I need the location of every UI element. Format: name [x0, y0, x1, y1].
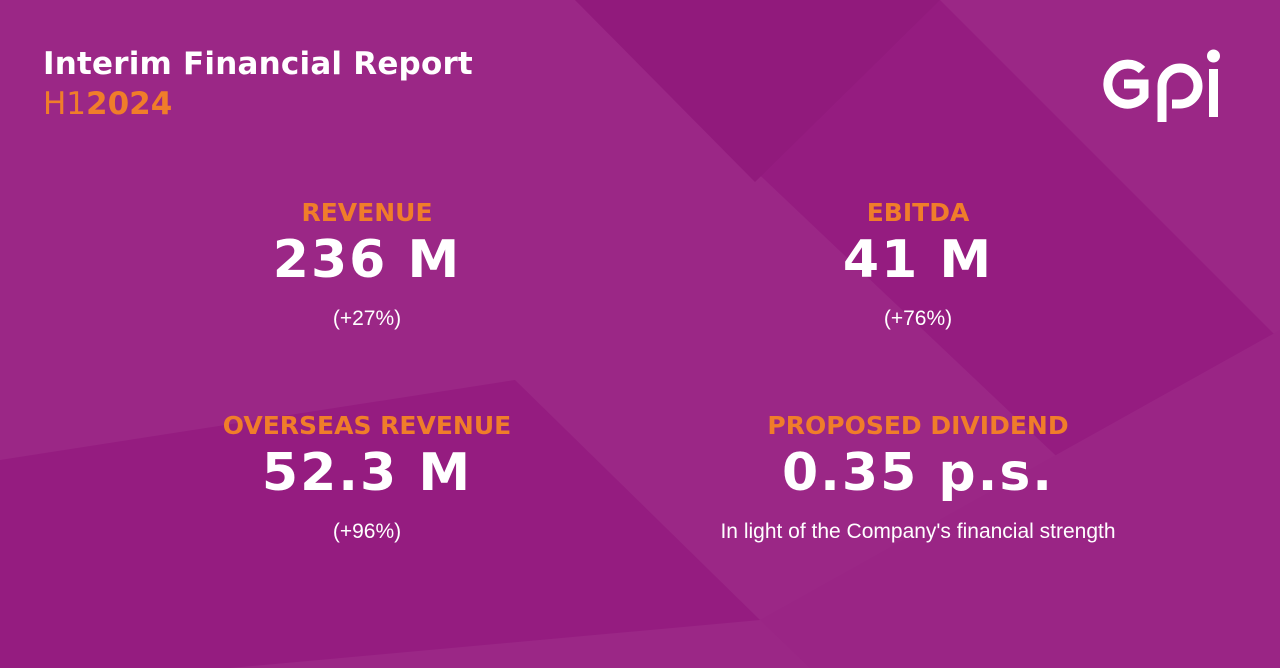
period-year: 2024	[86, 86, 173, 122]
kpi-ebitda: EBITDA 41 M (+76%)	[638, 198, 1198, 334]
gpi-logo	[1103, 49, 1220, 122]
kpi-label: REVENUE	[301, 198, 433, 227]
kpi-change: (+27%)	[332, 307, 402, 330]
kpi-label: PROPOSED DIVIDEND	[767, 411, 1069, 440]
kpi-note: In light of the Company's financial stre…	[720, 520, 1116, 543]
kpi-proposed-dividend: PROPOSED DIVIDEND 0.35 p.s. In light of …	[638, 411, 1198, 547]
kpi-value: 52.3 M	[261, 443, 473, 503]
kpi-overseas-revenue: OVERSEAS REVENUE 52.3 M (+96%)	[87, 411, 647, 547]
kpi-value: 41 M	[842, 230, 994, 290]
report-period: H12024	[43, 86, 172, 122]
kpi-label: OVERSEAS REVENUE	[222, 411, 512, 440]
kpi-value: 0.35 p.s.	[781, 443, 1055, 503]
kpi-value: 236 M	[272, 230, 462, 290]
period-prefix: H1	[43, 86, 87, 122]
kpi-label: EBITDA	[866, 198, 970, 227]
kpi-revenue: REVENUE 236 M (+27%)	[87, 198, 647, 334]
report-title: Interim Financial Report	[43, 46, 473, 82]
kpi-change: (+76%)	[883, 307, 953, 330]
kpi-change: (+96%)	[332, 520, 402, 543]
